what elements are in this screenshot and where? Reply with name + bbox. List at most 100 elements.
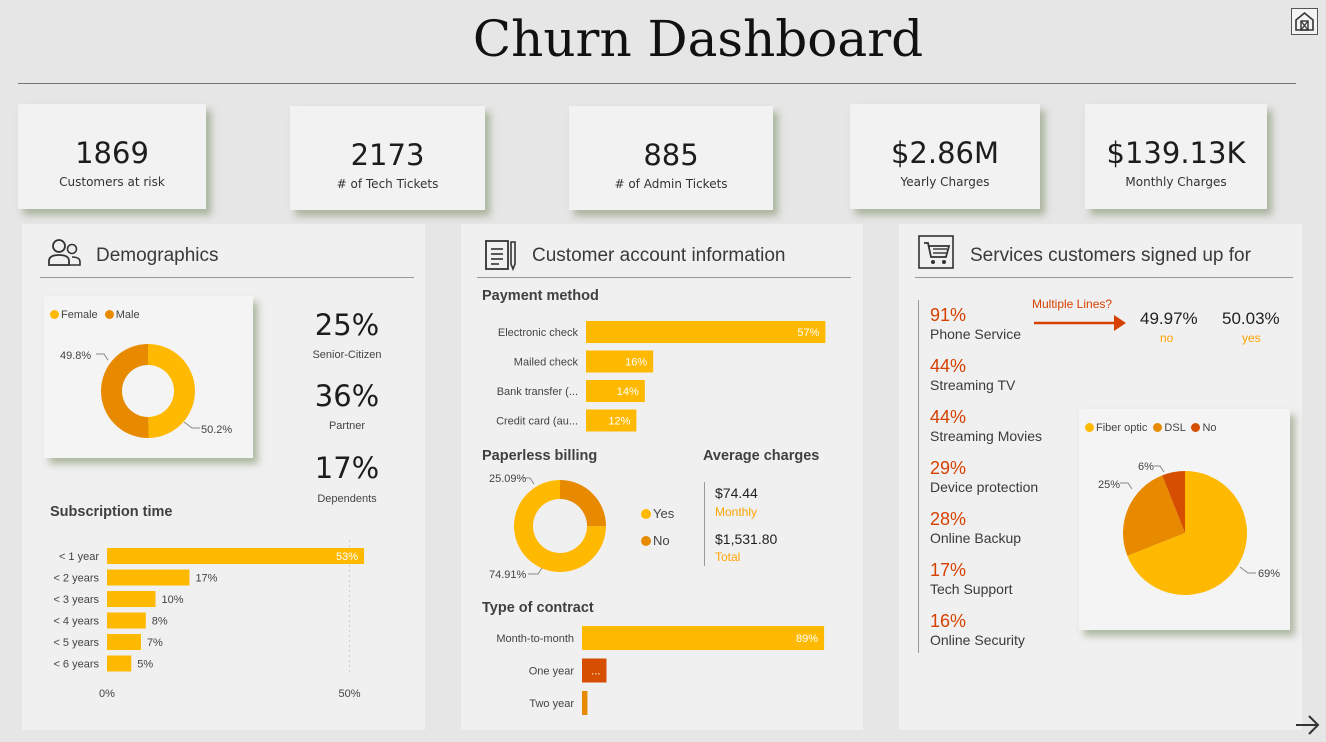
kpi-customers-at-risk[interactable]: 1869 Customers at risk <box>18 104 206 209</box>
leader-line <box>96 353 109 361</box>
leader-line <box>183 421 200 429</box>
service-item: 44% Streaming TV <box>930 356 1042 407</box>
kpi-yearly-charges[interactable]: $2.86M Yearly Charges <box>850 104 1040 209</box>
service-pct: 44% <box>930 407 967 427</box>
bar <box>586 409 637 432</box>
category-label: < 6 years <box>53 659 99 671</box>
legend-label: Yes <box>653 506 675 521</box>
bar <box>586 350 654 373</box>
payment-method-title: Payment method <box>482 288 599 304</box>
legend-no: No <box>1202 422 1217 434</box>
service-pct: 16% <box>930 611 967 631</box>
panel-divider <box>477 277 851 278</box>
axis-tick: 50% <box>338 688 360 700</box>
multiple-lines-label: Multiple Lines? <box>1032 297 1113 311</box>
bar <box>107 591 156 607</box>
kpi-monthly-charges[interactable]: $139.13K Monthly Charges <box>1085 104 1267 209</box>
arrow-right-icon[interactable] <box>1294 712 1322 742</box>
kpi-admin-tickets[interactable]: 885 # of Admin Tickets <box>569 106 773 210</box>
legend-dot <box>104 310 114 319</box>
data-label: 69% <box>1258 568 1280 580</box>
paperless-legend-no: No <box>641 533 670 548</box>
category-label: One year <box>529 666 575 678</box>
data-label: 8% <box>152 616 168 628</box>
subscription-time-chart: < 1 year 53% < 2 years 17% < 3 years 10% < 4 y… <box>53 540 365 700</box>
kpi-value: $2.86M <box>890 136 1000 170</box>
bar <box>586 380 645 402</box>
stat-label: Partner <box>328 420 366 432</box>
subscription-time-title: Subscription time <box>50 504 173 520</box>
avg-total-value: $1,531.80 <box>715 531 778 547</box>
payment-method-chart: Electronic check 57% Mailed check 16% Bank t… <box>496 321 826 432</box>
cart-icon <box>918 235 954 273</box>
category-label: Electronic check <box>498 327 579 339</box>
stat-value: 17% <box>314 451 380 485</box>
legend-dot <box>50 310 59 319</box>
service-pct: 44% <box>930 356 967 376</box>
service-pct: 17% <box>930 560 967 580</box>
gender-legend: Female Male <box>50 309 140 321</box>
title-divider <box>18 83 1296 84</box>
demographics-title: Demographics <box>96 245 219 266</box>
pie-slice-dsl <box>1123 475 1185 556</box>
legend-male: Male <box>115 309 140 321</box>
contract-type-title: Type of contract <box>482 600 594 616</box>
internet-legend: Fiber optic DSL No <box>1085 422 1217 434</box>
panel-divider <box>915 277 1293 278</box>
bar <box>582 658 607 683</box>
bar <box>107 655 132 672</box>
service-name: Online Backup <box>930 530 1022 546</box>
account-title: Customer account information <box>532 245 786 266</box>
services-title: Services customers signed up for <box>970 245 1251 266</box>
people-icon <box>48 238 82 272</box>
legend-dot <box>641 509 651 519</box>
data-label: 10% <box>162 594 184 606</box>
axis-tick: 0% <box>99 688 115 700</box>
category-label: Two year <box>529 698 574 710</box>
service-pct: 29% <box>930 458 967 478</box>
service-item: 44% Streaming Movies <box>930 407 1042 458</box>
service-item: 29% Device protection <box>930 458 1042 509</box>
data-label: 50.2% <box>201 424 232 436</box>
legend-fiber: Fiber optic <box>1096 422 1148 434</box>
avg-monthly-label: Monthly <box>715 505 758 519</box>
paperless-donut-chart: 25.09% 74.91% <box>489 473 606 581</box>
bar <box>582 691 588 715</box>
average-charges-title: Average charges <box>703 448 820 464</box>
legend-label: No <box>653 533 670 548</box>
data-label: 57% <box>797 327 819 339</box>
category-label: < 4 years <box>53 616 99 628</box>
donut-slice-no <box>560 480 606 527</box>
data-label: 17% <box>195 573 217 585</box>
legend-dot <box>1191 423 1201 432</box>
stat-label: Senior-Citizen <box>312 349 382 361</box>
stat-label: Dependents <box>317 493 377 505</box>
legend-dot <box>641 536 651 546</box>
services-divider <box>918 300 919 653</box>
data-label: ... <box>591 666 600 678</box>
service-pct: 28% <box>930 509 967 529</box>
kpi-label: # of Admin Tickets <box>614 177 728 191</box>
bar <box>107 634 141 650</box>
category-label: < 2 years <box>53 573 99 585</box>
category-label: Bank transfer (... <box>497 386 578 398</box>
kpi-value: $139.13K <box>1106 136 1246 170</box>
legend-dot <box>1153 423 1163 432</box>
leader-line <box>524 477 535 485</box>
paperless-billing-title: Paperless billing <box>482 448 598 464</box>
data-label: 53% <box>336 551 358 563</box>
data-label: 16% <box>625 357 647 369</box>
kpi-tech-tickets[interactable]: 2173 # of Tech Tickets <box>290 106 485 210</box>
pie-slice-no <box>1162 471 1185 533</box>
data-label: 5% <box>137 659 153 671</box>
paperless-legend-yes: Yes <box>641 506 674 521</box>
legend-female: Female <box>61 309 98 321</box>
home-icon[interactable] <box>1291 8 1318 35</box>
data-label: 14% <box>617 386 639 398</box>
panel-divider <box>40 277 414 278</box>
kpi-label: # of Tech Tickets <box>336 177 439 191</box>
donut-slice-female <box>148 344 196 438</box>
ml-no-label: no <box>1160 331 1174 345</box>
service-item: 91% Phone Service <box>930 305 1042 356</box>
service-item: 28% Online Backup <box>930 509 1042 560</box>
